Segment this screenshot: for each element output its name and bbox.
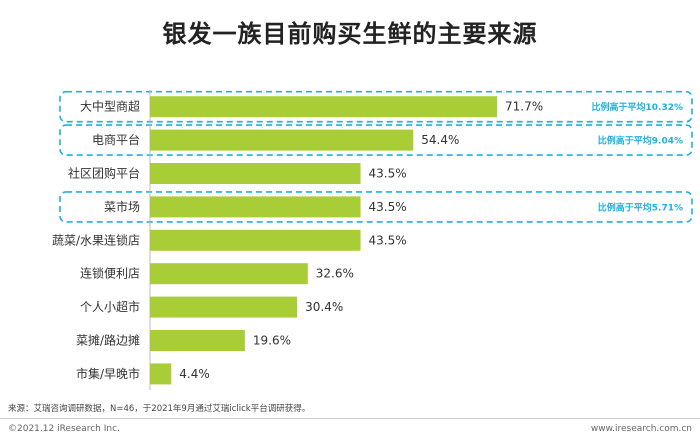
- category-label: 市集/早晚市: [76, 366, 140, 381]
- value-label: 43.5%: [369, 233, 407, 247]
- website-text: www.iresearch.com.cn: [590, 424, 692, 434]
- highlight-annotation: 比例高于平均5.71%: [598, 201, 683, 213]
- bar: [150, 263, 308, 285]
- value-label: 19.6%: [253, 334, 291, 348]
- bar: [150, 363, 172, 385]
- category-label: 电商平台: [92, 132, 140, 147]
- copyright-text: ©2021.12 iResearch Inc.: [8, 424, 120, 434]
- category-label: 连锁便利店: [80, 266, 140, 281]
- bar: [150, 96, 498, 118]
- bar: [150, 229, 361, 251]
- bar: [150, 129, 414, 151]
- value-label: 30.4%: [305, 300, 343, 314]
- highlight-box: [59, 90, 693, 123]
- page-title: 银发一族目前购买生鲜的主要来源: [162, 20, 538, 48]
- category-label: 大中型商超: [80, 99, 140, 114]
- highlight-box: [59, 191, 693, 223]
- bar: [150, 296, 298, 318]
- category-label: 社区团购平台: [68, 166, 140, 181]
- bar-chart: 比例高于平均10.32% 比例高于平均9.04% 比例高于平均5.71% 大中型商超…: [52, 90, 693, 390]
- highlight-annotation: 比例高于平均9.04%: [598, 135, 683, 147]
- value-label: 43.5%: [369, 200, 407, 214]
- category-label: 蔬菜/水果连锁店: [52, 232, 140, 247]
- bar: [150, 330, 245, 351]
- highlight-annotation: 比例高于平均10.32%: [592, 101, 684, 113]
- highlight-box: [59, 124, 693, 156]
- category-label: 个人小超市: [80, 299, 140, 314]
- value-label: 4.4%: [179, 367, 210, 381]
- footer-divider: [0, 418, 700, 419]
- value-label: 32.6%: [316, 267, 354, 281]
- bar: [150, 163, 361, 184]
- category-label: 菜摊/路边摊: [76, 333, 140, 348]
- source-note: 来源：艾瑞咨询调研数据，N=46，于2021年9月通过艾瑞iclick平台调研获…: [8, 404, 311, 414]
- category-label: 菜市场: [104, 199, 140, 214]
- value-label: 54.4%: [421, 133, 459, 147]
- value-label: 71.7%: [505, 100, 543, 114]
- value-label: 43.5%: [369, 167, 407, 181]
- bar: [150, 196, 361, 218]
